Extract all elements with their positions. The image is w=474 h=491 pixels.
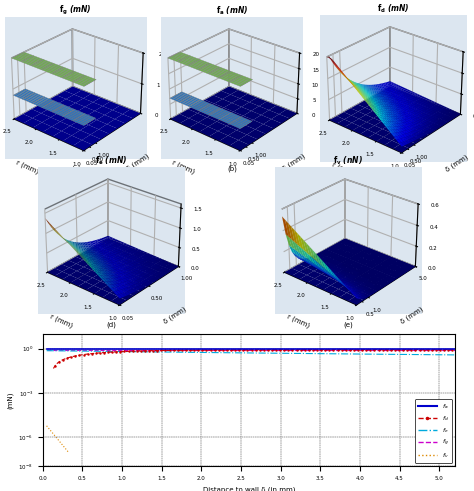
Y-axis label: δ (mm): δ (mm) bbox=[162, 306, 187, 326]
Text: (d): (d) bbox=[107, 321, 116, 327]
X-axis label: r (mm): r (mm) bbox=[286, 313, 311, 329]
Title: $\mathbf{f_g}$ (mN): $\mathbf{f_g}$ (mN) bbox=[59, 4, 92, 17]
Y-axis label: δ (mm): δ (mm) bbox=[125, 152, 150, 172]
Text: (e): (e) bbox=[344, 321, 353, 327]
Title: $\mathbf{f_d}$ (mN): $\mathbf{f_d}$ (mN) bbox=[377, 2, 410, 15]
Text: (c): (c) bbox=[389, 169, 398, 175]
X-axis label: r (mm): r (mm) bbox=[171, 160, 196, 175]
Y-axis label: δ (mm): δ (mm) bbox=[399, 306, 424, 326]
Title: $\mathbf{f_v}$ (nN): $\mathbf{f_v}$ (nN) bbox=[333, 155, 364, 167]
Title: $\mathbf{f_a}$ (mN): $\mathbf{f_a}$ (mN) bbox=[216, 5, 248, 17]
X-axis label: r (mm): r (mm) bbox=[15, 160, 39, 175]
Legend: $f_a$, $f_d$, $f_e$, $f_g$, $f_v$: $f_a$, $f_d$, $f_e$, $f_g$, $f_v$ bbox=[415, 399, 452, 464]
Text: (a): (a) bbox=[71, 166, 81, 172]
Text: (b): (b) bbox=[228, 166, 237, 172]
Y-axis label: (mN): (mN) bbox=[7, 391, 13, 409]
X-axis label: r (mm): r (mm) bbox=[331, 161, 356, 177]
Title: $\mathbf{f_e}$ (mN): $\mathbf{f_e}$ (mN) bbox=[95, 155, 128, 167]
X-axis label: r (mm): r (mm) bbox=[49, 313, 74, 329]
X-axis label: Distance to wall δ (in mm): Distance to wall δ (in mm) bbox=[202, 487, 295, 491]
Y-axis label: δ (mm): δ (mm) bbox=[282, 152, 307, 172]
Y-axis label: δ (mm): δ (mm) bbox=[444, 154, 469, 173]
